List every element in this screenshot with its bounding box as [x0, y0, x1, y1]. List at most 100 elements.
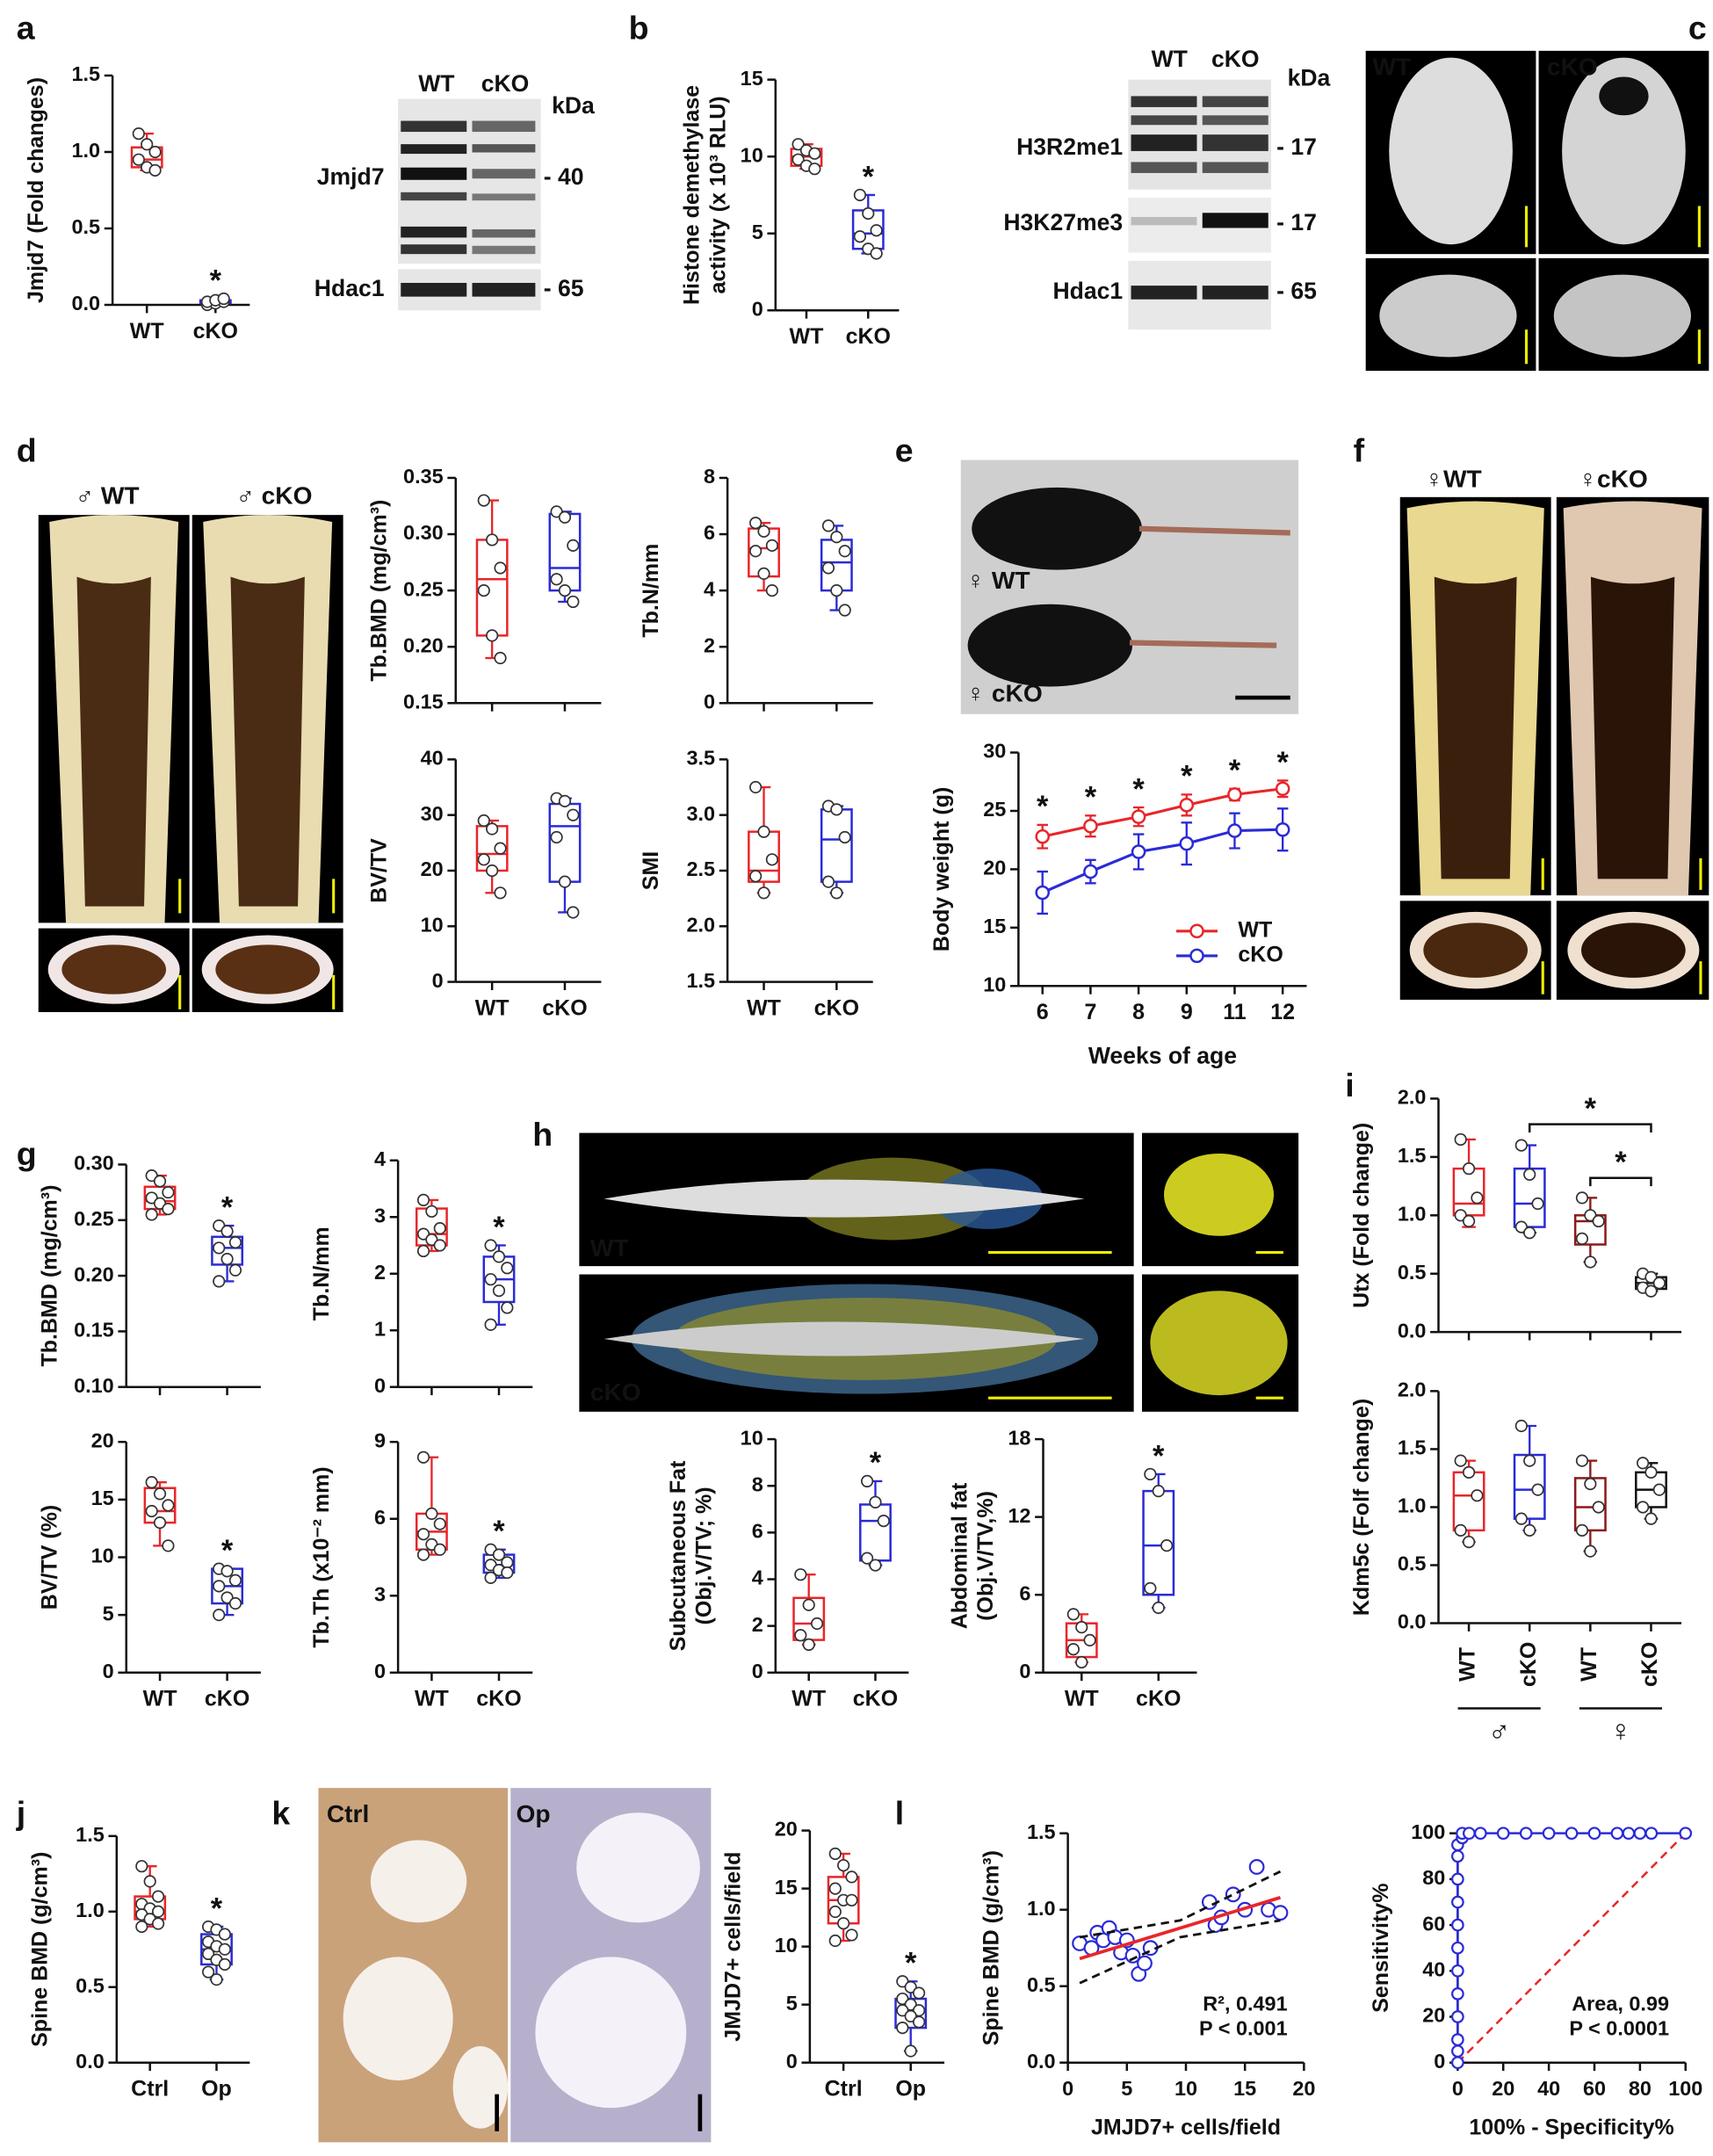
legend-label: cKO [1238, 942, 1283, 966]
x-tick-label: 6 [1037, 1000, 1049, 1024]
data-point [210, 1973, 223, 1986]
data-point [794, 1568, 807, 1581]
x-tick-label: cKO [542, 995, 587, 1020]
data-point [550, 573, 563, 586]
data-point [492, 1250, 506, 1263]
significance-mark: * [905, 1947, 917, 1980]
legend-label: WT [1238, 917, 1272, 942]
data-point [1473, 1827, 1487, 1841]
y-tick-label: 1.0 [1027, 1897, 1056, 1920]
x-tick-label: WT [791, 1687, 826, 1711]
series-line [1042, 787, 1283, 838]
x-tick-label: WT [1065, 1687, 1099, 1711]
data-point [904, 1980, 917, 1993]
x-tick-label: 60 [1583, 2077, 1606, 2100]
x-tick-label: Ctrl [131, 2077, 169, 2102]
panel-letter: c [1688, 9, 1707, 46]
data-point [148, 163, 162, 177]
data-point [162, 1499, 175, 1512]
x-tick-label: cKO [1516, 1642, 1541, 1687]
y-tick-label: 0.5 [1398, 1552, 1427, 1575]
y-tick-label: 0.20 [74, 1262, 114, 1285]
data-point [220, 1565, 234, 1578]
data-point [1523, 1226, 1536, 1240]
data-point [132, 153, 145, 166]
data-point [1652, 1277, 1666, 1290]
data-point [220, 1591, 234, 1604]
blot-unit: kDa [552, 92, 595, 119]
data-point [791, 138, 805, 151]
legend-marker [1189, 923, 1204, 939]
data-point [821, 519, 835, 532]
data-point [143, 1875, 156, 1888]
x-axis-label: 100% - Specificity% [1469, 2115, 1673, 2139]
data-point [1083, 864, 1098, 879]
image-label: ♂ cKO [236, 481, 313, 509]
data-point [1496, 1827, 1510, 1841]
data-point [1201, 1894, 1218, 1910]
data-point [1523, 1523, 1536, 1537]
data-point [749, 780, 763, 794]
x-tick-label: Op [201, 2077, 232, 2102]
y-tick-label: 1.5 [71, 62, 100, 85]
data-point [486, 822, 499, 836]
data-point [213, 1275, 226, 1288]
blot-row-label: H3R2me1 [1016, 134, 1123, 160]
data-point [153, 1516, 167, 1530]
y-tick-label: 2.0 [1398, 1086, 1427, 1109]
data-point [1637, 1457, 1650, 1470]
y-tick-label: 1.0 [71, 139, 100, 162]
data-point [416, 1451, 430, 1464]
data-point [162, 1186, 175, 1199]
y-axis-label: Tb.N/mm [639, 544, 663, 638]
data-point [550, 830, 563, 844]
data-point [1225, 1886, 1241, 1903]
data-point [1587, 1827, 1601, 1841]
y-tick-label: 0 [1434, 2050, 1445, 2073]
blot-column-label: cKO [481, 70, 530, 97]
blot-marker: - 65 [1276, 278, 1317, 304]
y-tick-label: 30 [421, 802, 444, 825]
significance-mark: * [493, 1515, 505, 1548]
data-point [162, 1203, 175, 1216]
data-point [1454, 1523, 1467, 1537]
data-point [145, 1504, 158, 1518]
series-line [1042, 828, 1283, 894]
panel-letter: l [895, 1794, 904, 1831]
significance-mark: * [1085, 781, 1097, 814]
data-point [1531, 1483, 1544, 1496]
y-tick-label: 2.0 [686, 913, 715, 936]
data-point [1575, 1454, 1589, 1467]
data-point [567, 539, 580, 552]
data-point [135, 1920, 148, 1934]
data-point [501, 1566, 514, 1580]
data-point [1471, 1191, 1484, 1205]
y-tick-label: 0.0 [1398, 1610, 1427, 1633]
y-tick-label: 15 [775, 1876, 798, 1899]
x-tick-label: 10 [1175, 2077, 1197, 2100]
y-tick-label: 0 [374, 1374, 386, 1397]
y-tick-label: 10 [983, 973, 1006, 995]
data-point [433, 1517, 446, 1530]
y-tick-label: 0 [1019, 1660, 1030, 1682]
y-axis-label: BV/TV (%) [37, 1505, 61, 1610]
box [1452, 1471, 1485, 1532]
histology-image [318, 1788, 712, 2143]
data-point [1610, 1827, 1624, 1841]
image-label: ♂ WT [76, 481, 140, 509]
panel-letter: i [1345, 1067, 1354, 1103]
data-point [1514, 1220, 1528, 1234]
annotation: Area, 0.99 [1572, 1992, 1669, 2015]
ct-image [1365, 50, 1709, 372]
data-point [151, 1905, 165, 1918]
data-point [558, 794, 572, 807]
data-point [1152, 1601, 1165, 1615]
data-point [148, 145, 162, 159]
data-point [1454, 1209, 1467, 1222]
data-point [1451, 2044, 1464, 2058]
data-point [220, 1225, 234, 1238]
regression-line [1079, 1895, 1282, 1961]
data-point [1565, 1827, 1579, 1841]
data-point [912, 1986, 926, 2000]
y-tick-label: 0.5 [71, 215, 100, 238]
